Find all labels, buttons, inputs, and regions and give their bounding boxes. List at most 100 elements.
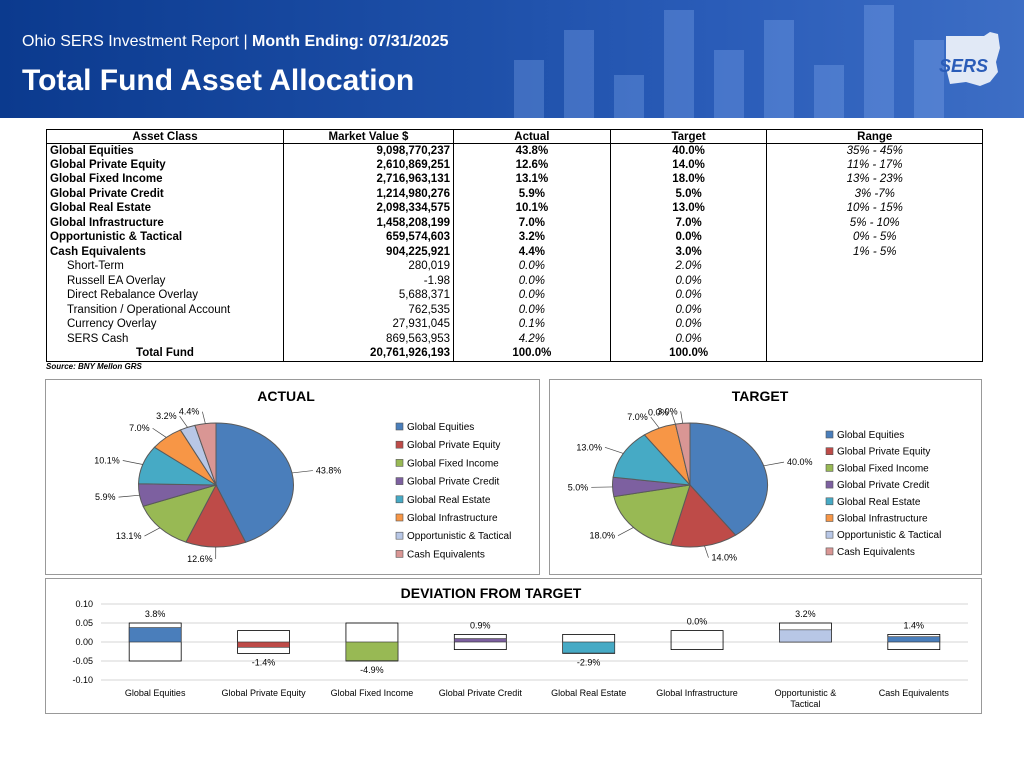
header-range: Range bbox=[766, 129, 983, 144]
pie-leader-line bbox=[763, 461, 785, 467]
pie-leader-line bbox=[179, 415, 188, 428]
table-row: Global Real Estate 2,098,334,575 10.1% 13.0… bbox=[46, 201, 983, 216]
table-cell: 0.1% bbox=[453, 317, 611, 332]
table-body: Global Equities 9,098,770,237 43.8% 40.0% 35… bbox=[46, 143, 983, 362]
legend-entry: Global Equities bbox=[837, 430, 904, 441]
pie-data-label: 12.6% bbox=[187, 554, 213, 564]
table-row: Global Private Equity 2,610,869,251 12.6% 1… bbox=[46, 158, 983, 173]
table-cell: 11% - 17% bbox=[766, 158, 983, 173]
pie-data-label: 10.1% bbox=[94, 456, 120, 466]
target-pie-chart: TARGET 40.0% 14.0% 18.0% 5.0% 13.0% 7.0% 0.0%3.… bbox=[568, 388, 942, 563]
report-name: Ohio SERS Investment Report bbox=[22, 33, 239, 50]
deviation-data-label: 3.2% bbox=[795, 609, 816, 619]
legend-swatch bbox=[825, 447, 834, 455]
legend-swatch bbox=[395, 459, 404, 467]
table-cell: Global Fixed Income bbox=[46, 172, 284, 187]
table-cell: 7.0% bbox=[609, 216, 768, 231]
table-row: Cash Equivalents 904,225,921 4.4% 3.0% 1% - … bbox=[46, 245, 983, 260]
table-cell bbox=[766, 332, 983, 347]
deviation-bar bbox=[454, 638, 507, 643]
deviation-data-label: 1.4% bbox=[904, 620, 925, 630]
legend-entry: Opportunistic & Tactical bbox=[837, 530, 941, 541]
table-cell: 1,214,980,276 bbox=[283, 187, 454, 202]
table-cell: 659,574,603 bbox=[283, 230, 454, 245]
table-cell bbox=[766, 274, 983, 289]
legend-swatch bbox=[395, 513, 404, 522]
table-cell: Opportunistic & Tactical bbox=[46, 230, 284, 245]
pie-data-label: 4.4% bbox=[179, 407, 200, 417]
table-cell: 904,225,921 bbox=[283, 245, 454, 260]
ohio-state-logo-icon bbox=[946, 32, 1000, 86]
pie-leader-line bbox=[680, 411, 684, 424]
table-cell: SERS Cash bbox=[46, 332, 284, 347]
table-cell: 100.0% bbox=[453, 346, 611, 362]
pie-leader-line bbox=[617, 527, 634, 536]
deviation-bar bbox=[562, 641, 615, 654]
pie-title: ACTUAL bbox=[257, 388, 315, 404]
deviation-bar bbox=[779, 629, 832, 643]
actual-pie-chart: ACTUAL 43.8% 12.6% 13.1% 5.9% 10.1% 7.0% 3.2% 4.… bbox=[94, 388, 511, 564]
deviation-data-label: 3.8% bbox=[145, 609, 166, 619]
table-cell: 0.0% bbox=[453, 303, 611, 318]
deviation-bar bbox=[237, 641, 290, 648]
table-cell: 35% - 45% bbox=[766, 143, 983, 158]
pie-slice-cash-equivalents bbox=[674, 422, 691, 486]
legend-entry: Opportunistic & Tactical bbox=[407, 531, 511, 542]
table-cell: 1,458,208,199 bbox=[283, 216, 454, 231]
legend-swatch bbox=[825, 514, 834, 522]
table-cell: Global Private Credit bbox=[46, 187, 284, 202]
table-cell: Short-Term bbox=[46, 259, 284, 274]
pie-data-label: 40.0% bbox=[787, 457, 813, 467]
legend-swatch bbox=[825, 530, 834, 539]
table-cell: 13.0% bbox=[609, 201, 768, 216]
table-cell: 0.0% bbox=[609, 303, 768, 318]
target-pie-panel: TARGET 40.0% 14.0% 18.0% 5.0% 13.0% 7.0% 0.0% 3.… bbox=[549, 379, 982, 575]
table-cell: 5% - 10% bbox=[766, 216, 983, 231]
pie-data-label: 3.2% bbox=[156, 411, 177, 421]
deviation-data-label: 0.9% bbox=[470, 620, 491, 630]
table-row: Transition / Operational Account 762,535 0… bbox=[46, 303, 983, 318]
pie-data-label: 7.0% bbox=[129, 423, 150, 433]
table-row: Short-Term 280,019 0.0% 2.0% bbox=[46, 259, 983, 274]
legend-entry: Global Fixed Income bbox=[407, 458, 499, 469]
pie-data-label: 0.0% bbox=[648, 407, 669, 417]
report-header: Ohio SERS Investment Report | Month Endi… bbox=[0, 0, 1024, 118]
table-cell: 2,610,869,251 bbox=[283, 158, 454, 173]
table-cell: 10% - 15% bbox=[766, 201, 983, 216]
legend-entry: Global Real Estate bbox=[407, 495, 491, 506]
table-cell: 0.0% bbox=[609, 274, 768, 289]
legend-entry: Global Private Credit bbox=[837, 480, 929, 491]
table-cell: 0.0% bbox=[609, 288, 768, 303]
table-row: Direct Rebalance Overlay 5,688,371 0.0% 0.0… bbox=[46, 288, 983, 303]
pie-leader-line bbox=[144, 527, 161, 537]
legend-swatch bbox=[395, 550, 404, 558]
pie-leader-line bbox=[152, 427, 167, 438]
pie-title: TARGET bbox=[732, 388, 789, 404]
table-cell: 27,931,045 bbox=[283, 317, 454, 332]
header-actual: Actual bbox=[453, 129, 611, 144]
source-note: Source: BNY Mellon GRS bbox=[46, 362, 142, 371]
table-cell: 3.2% bbox=[453, 230, 611, 245]
pie-leader-line bbox=[604, 446, 624, 454]
table-cell: Global Infrastructure bbox=[46, 216, 284, 231]
deviation-bar bbox=[887, 636, 941, 643]
table-cell bbox=[766, 317, 983, 332]
legend-entry: Global Private Credit bbox=[407, 477, 499, 488]
pie-leader-line bbox=[671, 412, 676, 425]
table-cell: 4.4% bbox=[453, 245, 611, 260]
table-cell: 0.0% bbox=[453, 288, 611, 303]
table-cell: Transition / Operational Account bbox=[46, 303, 284, 318]
deviation-bar-chart: DEVIATION FROM TARGET 0.10 0.05 0.00 -0.05 -0… bbox=[72, 585, 968, 709]
table-cell: Global Private Equity bbox=[46, 158, 284, 173]
table-header-row: Asset Class Market Value $ Actual Target… bbox=[46, 129, 983, 144]
deviation-data-label: -4.9% bbox=[360, 665, 384, 675]
pie-data-label: 43.8% bbox=[316, 466, 342, 476]
table-cell: -1.98 bbox=[283, 274, 454, 289]
legend-swatch bbox=[395, 531, 404, 540]
logo-text: SERS bbox=[938, 56, 988, 76]
total-row: Total Fund 20,761,926,193 100.0% 100.0% bbox=[46, 346, 983, 362]
table-cell bbox=[766, 288, 983, 303]
table-cell: Global Equities bbox=[46, 143, 284, 158]
pie-leader-line bbox=[118, 494, 140, 498]
x-tick-label: Global Infrastructure bbox=[656, 688, 738, 698]
